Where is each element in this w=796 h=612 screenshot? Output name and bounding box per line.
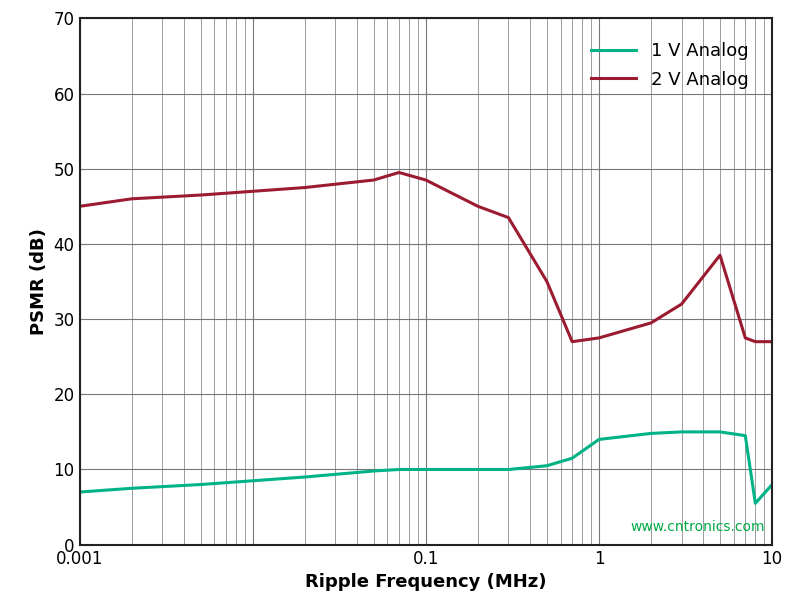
Y-axis label: PSMR (dB): PSMR (dB) xyxy=(30,228,48,335)
2 V Analog xyxy=(677,300,686,308)
2 V Analog xyxy=(300,184,310,191)
2 V Analog xyxy=(716,252,725,259)
1 V Analog xyxy=(677,428,686,436)
2 V Analog xyxy=(504,214,513,222)
2 V Analog xyxy=(542,278,552,285)
1 V Analog xyxy=(369,468,379,475)
2 V Analog xyxy=(248,188,258,195)
Text: www.cntronics.com: www.cntronics.com xyxy=(630,520,765,534)
2 V Analog xyxy=(751,338,760,345)
1 V Analog xyxy=(542,462,552,469)
2 V Analog xyxy=(473,203,482,210)
1 V Analog xyxy=(196,481,205,488)
1 V Analog xyxy=(751,499,760,507)
2 V Analog xyxy=(767,338,777,345)
1 V Analog xyxy=(716,428,725,436)
1 V Analog xyxy=(75,488,84,496)
1 V Analog xyxy=(568,455,577,462)
Line: 1 V Analog: 1 V Analog xyxy=(80,432,772,503)
1 V Analog xyxy=(646,430,656,437)
1 V Analog xyxy=(421,466,431,473)
1 V Analog xyxy=(594,436,604,443)
2 V Analog xyxy=(196,192,205,199)
2 V Analog xyxy=(594,334,604,341)
1 V Analog xyxy=(394,466,404,473)
1 V Analog xyxy=(248,477,258,485)
1 V Analog xyxy=(300,473,310,480)
2 V Analog xyxy=(75,203,84,210)
2 V Analog xyxy=(740,334,750,341)
2 V Analog xyxy=(369,176,379,184)
X-axis label: Ripple Frequency (MHz): Ripple Frequency (MHz) xyxy=(305,573,547,591)
1 V Analog xyxy=(473,466,482,473)
2 V Analog xyxy=(421,176,431,184)
2 V Analog xyxy=(394,169,404,176)
Legend: 1 V Analog, 2 V Analog: 1 V Analog, 2 V Analog xyxy=(577,28,763,103)
2 V Analog xyxy=(646,319,656,327)
1 V Analog xyxy=(767,481,777,488)
2 V Analog xyxy=(568,338,577,345)
1 V Analog xyxy=(504,466,513,473)
1 V Analog xyxy=(740,432,750,439)
1 V Analog xyxy=(127,485,136,492)
2 V Analog xyxy=(127,195,136,203)
Line: 2 V Analog: 2 V Analog xyxy=(80,173,772,341)
